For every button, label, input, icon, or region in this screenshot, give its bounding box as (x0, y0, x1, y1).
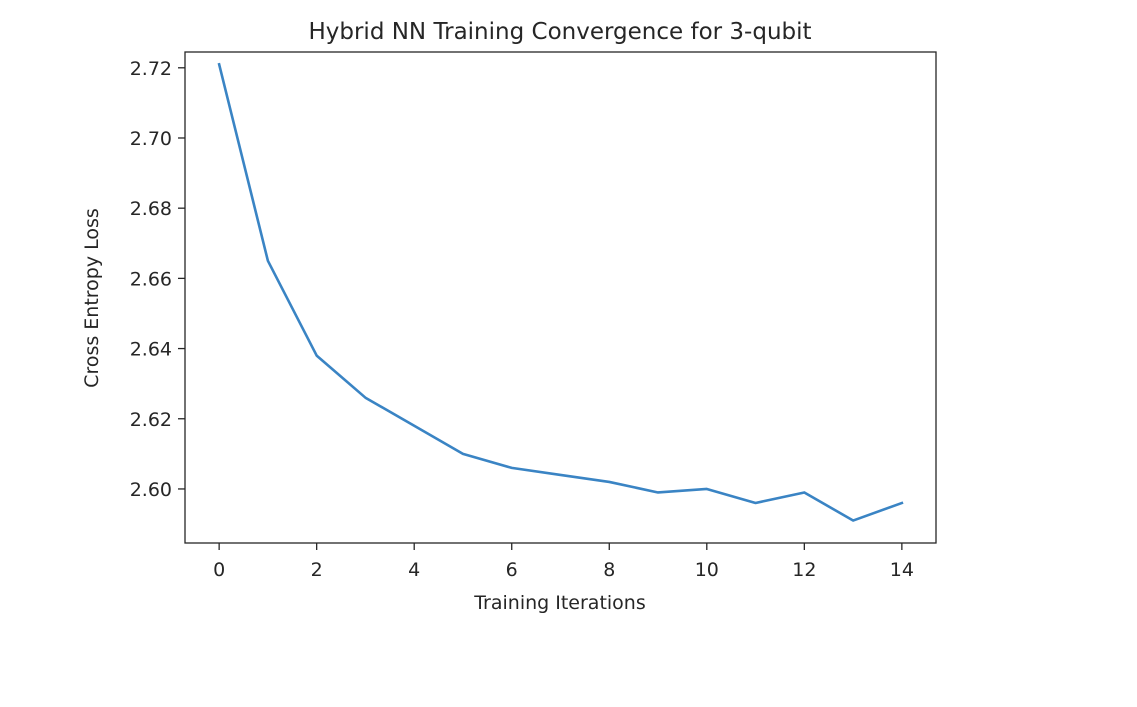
x-tick-label: 12 (792, 559, 816, 581)
x-tick-label: 0 (213, 559, 225, 581)
loss-series-line (217, 62, 904, 522)
y-tick-label: 2.62 (130, 409, 172, 431)
y-tick-label: 2.64 (130, 339, 172, 361)
x-axis-label: Training Iterations (473, 592, 646, 614)
y-tick-label: 2.70 (130, 128, 172, 150)
x-tick-label: 2 (311, 559, 323, 581)
y-tick-label: 2.66 (130, 268, 172, 290)
x-axis-ticks: 0 2 4 6 8 10 12 14 (213, 543, 914, 581)
y-tick-label: 2.68 (130, 198, 172, 220)
y-tick-label: 2.60 (130, 479, 172, 501)
x-tick-label: 14 (890, 559, 914, 581)
chart-title: Hybrid NN Training Convergence for 3-qub… (308, 19, 811, 45)
x-tick-label: 10 (695, 559, 719, 581)
y-axis-label: Cross Entropy Loss (81, 208, 103, 388)
y-tick-label: 2.72 (130, 58, 172, 80)
series-layer (217, 62, 904, 522)
x-tick-label: 4 (408, 559, 420, 581)
y-axis-ticks: 2.60 2.62 2.64 2.66 2.68 2.70 2.72 (130, 58, 185, 501)
x-tick-label: 8 (603, 559, 615, 581)
plot-frame (184, 51, 937, 544)
plot-area (185, 52, 936, 543)
x-tick-label: 6 (506, 559, 518, 581)
